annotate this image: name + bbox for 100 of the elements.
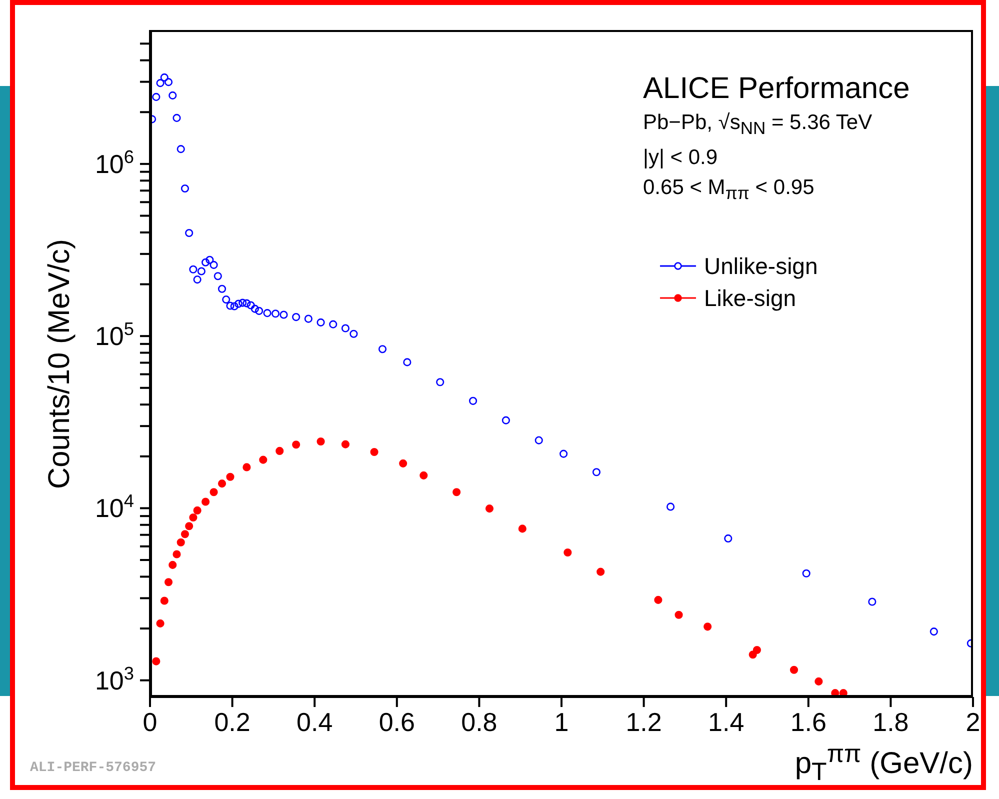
point (226, 472, 234, 481)
point (185, 522, 194, 530)
point (370, 448, 378, 456)
point (180, 184, 190, 193)
point (868, 598, 876, 606)
point (176, 145, 185, 154)
point (292, 313, 300, 322)
point (226, 302, 234, 310)
point (378, 345, 387, 354)
point (255, 306, 264, 315)
y-tick-label: 10$^{4}$ (94, 491, 134, 524)
point (292, 440, 300, 449)
point (250, 304, 259, 313)
point (168, 91, 177, 100)
point (280, 310, 288, 319)
point (222, 296, 230, 304)
point (206, 256, 214, 264)
x-tick-label: 0.2 (214, 707, 250, 737)
point (790, 666, 798, 674)
point (189, 265, 198, 274)
point (485, 504, 494, 513)
point (193, 276, 202, 284)
point (230, 302, 238, 310)
point (276, 446, 284, 455)
point (316, 318, 325, 326)
x-tick-label: 1.8 (872, 707, 909, 737)
point (160, 596, 168, 605)
x-tick-label: 2 (966, 707, 980, 737)
point (263, 309, 272, 318)
point (185, 228, 194, 238)
point (666, 502, 675, 511)
point (242, 463, 251, 472)
point (592, 468, 601, 476)
point (246, 301, 255, 310)
point (502, 416, 510, 424)
point (814, 677, 823, 686)
x-tick-label: 0.8 (461, 707, 498, 737)
point (176, 538, 185, 546)
point (316, 437, 325, 446)
x-tick-label: 1.4 (708, 707, 744, 737)
point (193, 506, 202, 514)
point (399, 459, 408, 468)
point (564, 548, 572, 557)
point (172, 114, 181, 122)
point (468, 396, 478, 405)
point (596, 568, 605, 576)
point (304, 314, 312, 323)
point (210, 488, 218, 496)
point (238, 298, 247, 307)
point (436, 378, 444, 386)
point (350, 330, 358, 338)
point (214, 272, 222, 280)
point (152, 92, 160, 101)
annotation: |y| < 0.9 (643, 145, 719, 172)
point (930, 628, 938, 636)
point (242, 299, 251, 308)
point (234, 300, 243, 308)
x-tick-label: 0.4 (296, 707, 333, 737)
x-axis-title: p$_{T}$$^{ππ}$ (GeV/c) (794, 740, 973, 787)
x-tick-label: 0.6 (378, 707, 415, 737)
point (218, 480, 226, 488)
point (341, 440, 350, 448)
legend-label: Like-sign (704, 284, 796, 312)
point (168, 560, 177, 569)
x-tick-label: 1 (554, 707, 569, 737)
x-tick-label: 1.6 (790, 707, 826, 737)
point (420, 471, 428, 480)
point (704, 622, 712, 631)
x-tick-label: 0 (142, 707, 158, 737)
point (802, 569, 810, 578)
point (164, 78, 173, 86)
point (152, 657, 160, 666)
point (189, 513, 198, 522)
point (654, 596, 662, 604)
point (560, 450, 568, 458)
annotation: ALICE Performance (643, 71, 910, 107)
point (202, 258, 210, 266)
point (341, 324, 350, 332)
point (180, 530, 190, 538)
point (724, 534, 732, 542)
y-tick-label: 10$^{3}$ (94, 663, 134, 696)
legend-label: Unlike-sign (704, 252, 818, 280)
point (218, 284, 226, 293)
annotation: Pb−Pb, √s$_{NN}$ = 5.36 TeV (643, 110, 874, 140)
point (403, 358, 412, 366)
annotation: 0.65 < M$_{ππ}$ < 0.95 (643, 175, 816, 206)
point (674, 610, 683, 619)
point (210, 260, 218, 269)
point (329, 320, 338, 328)
y-axis-title: Counts/10 (MeV/c) (43, 238, 77, 489)
point (197, 267, 206, 276)
point (156, 619, 164, 628)
point (164, 578, 173, 586)
point (752, 646, 761, 654)
point (160, 73, 168, 82)
point (202, 498, 210, 506)
x-tick-label: 1.2 (626, 707, 662, 737)
point (156, 79, 164, 88)
point (259, 456, 268, 464)
point (172, 550, 181, 558)
